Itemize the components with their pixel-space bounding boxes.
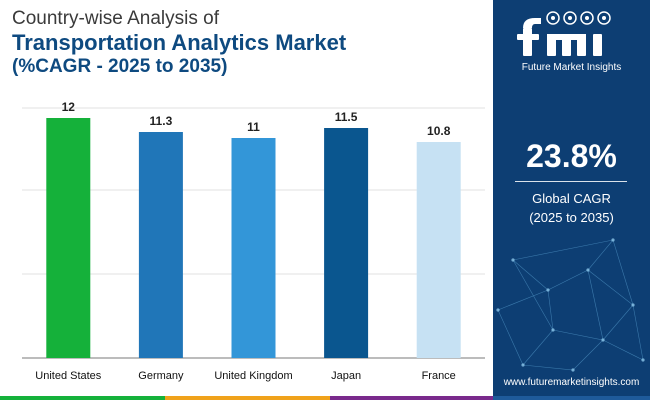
fmi-logo: Future Market Insights	[493, 4, 650, 74]
x-tick-label: France	[422, 370, 456, 382]
global-cagr-value: 23.8%	[526, 138, 617, 174]
strip-segment	[165, 396, 330, 400]
global-cagr-label: Global CAGR (2025 to 2035)	[493, 189, 650, 227]
title-line-2: Transportation Analytics Market	[12, 30, 347, 55]
bar-value-label: 10.8	[427, 124, 451, 138]
global-cagr-label-line2: (2025 to 2035)	[529, 210, 614, 225]
sidebar-panel: Future Market Insights 23.8% Global CAGR…	[493, 0, 650, 400]
bar	[138, 132, 183, 358]
bar-value-label: 12	[62, 100, 76, 114]
bottom-color-strip	[0, 396, 650, 400]
fmi-logo-icon	[517, 11, 611, 56]
strip-segment	[0, 396, 165, 400]
bar	[416, 142, 461, 358]
x-tick-label: United States	[35, 370, 102, 382]
title-line-3: (%CAGR - 2025 to 2035)	[12, 56, 228, 77]
x-tick-label: United Kingdom	[214, 370, 292, 382]
bar-chart: 12 United States 11.3 Germany 11 United Kingd…	[22, 100, 485, 382]
chart-title: Country-wise Analysis of Transportation …	[12, 8, 346, 78]
bar	[231, 138, 276, 358]
x-tick-label: Germany	[138, 370, 184, 382]
bar-value-label: 11.5	[335, 110, 358, 124]
title-line-1: Country-wise Analysis of	[12, 8, 219, 29]
sidebar-divider	[515, 181, 627, 182]
bar	[324, 128, 369, 358]
website-link[interactable]: www.futuremarketinsights.com	[503, 377, 640, 388]
global-cagr-label-line1: Global CAGR	[532, 191, 611, 206]
bar-value-label: 11.3	[150, 114, 173, 128]
x-tick-label: Japan	[331, 370, 361, 382]
bar-value-label: 11	[247, 120, 260, 134]
strip-segment	[330, 396, 493, 400]
strip-segment	[493, 396, 650, 400]
network-decoration	[496, 238, 645, 372]
logo-subtitle: Future Market Insights	[521, 62, 622, 73]
bar	[46, 118, 91, 358]
